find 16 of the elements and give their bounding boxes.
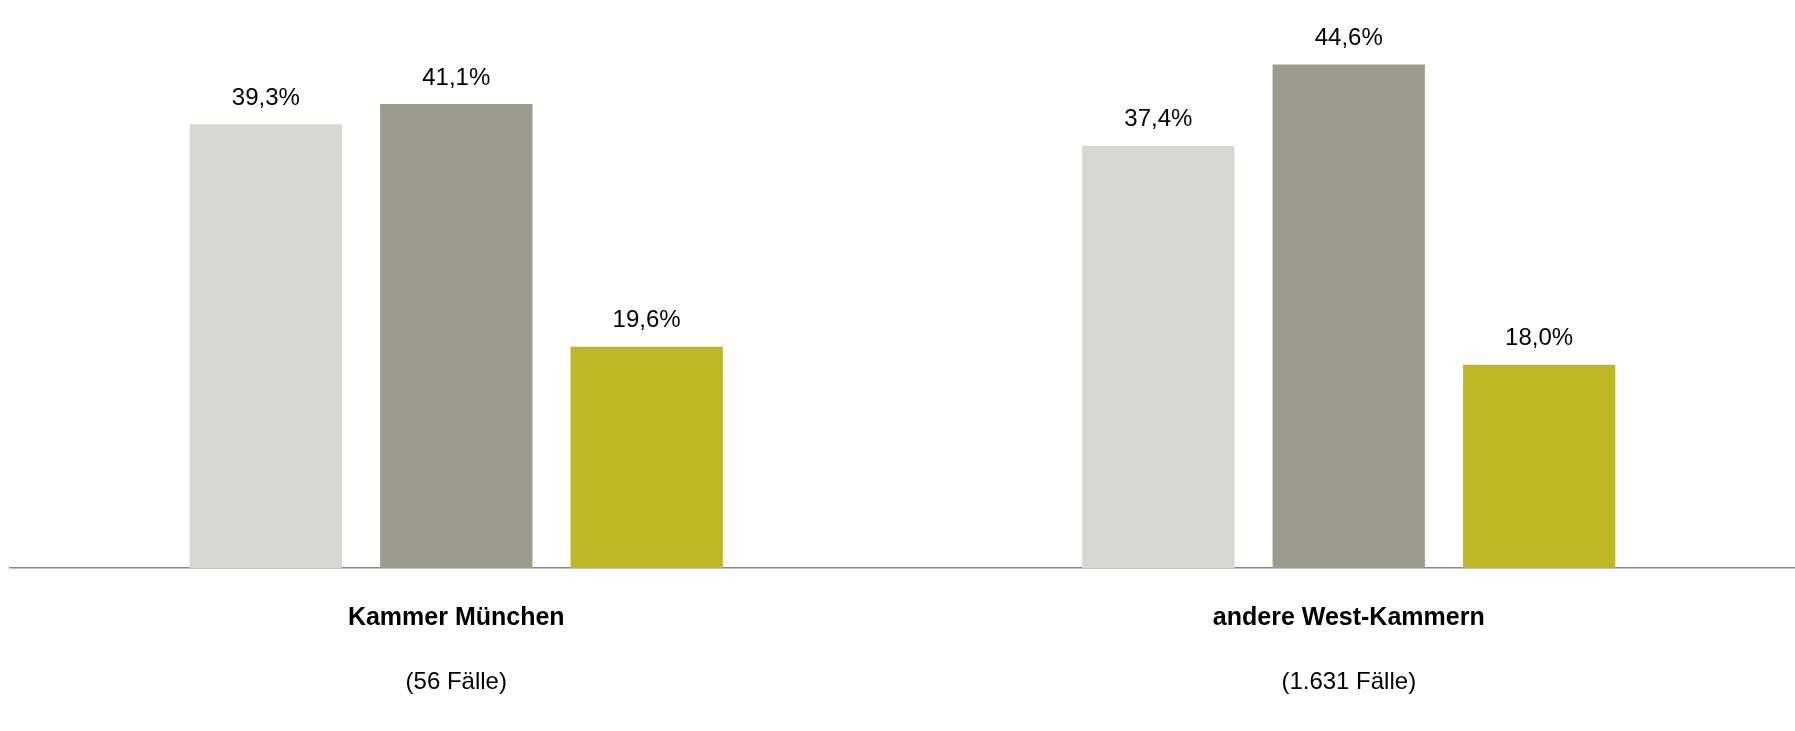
bar xyxy=(1462,364,1616,568)
data-label: 44,6% xyxy=(1314,23,1383,51)
data-label: 19,6% xyxy=(612,305,681,333)
x-tick-label: Kammer München xyxy=(347,601,565,630)
text: (56 Fälle) xyxy=(405,666,507,694)
data-label: 39,3% xyxy=(231,82,300,110)
data-label: 18,0% xyxy=(1505,323,1574,351)
data-label: 41,1% xyxy=(422,62,491,90)
bar xyxy=(1272,64,1425,568)
data-label: 37,4% xyxy=(1124,104,1193,132)
bar xyxy=(189,124,343,568)
bar xyxy=(380,104,533,568)
text: (1.631 Fälle) xyxy=(1281,666,1417,694)
bar xyxy=(570,346,723,568)
bar xyxy=(1082,145,1235,568)
x-tick-label: andere West-Kammern xyxy=(1212,601,1485,630)
